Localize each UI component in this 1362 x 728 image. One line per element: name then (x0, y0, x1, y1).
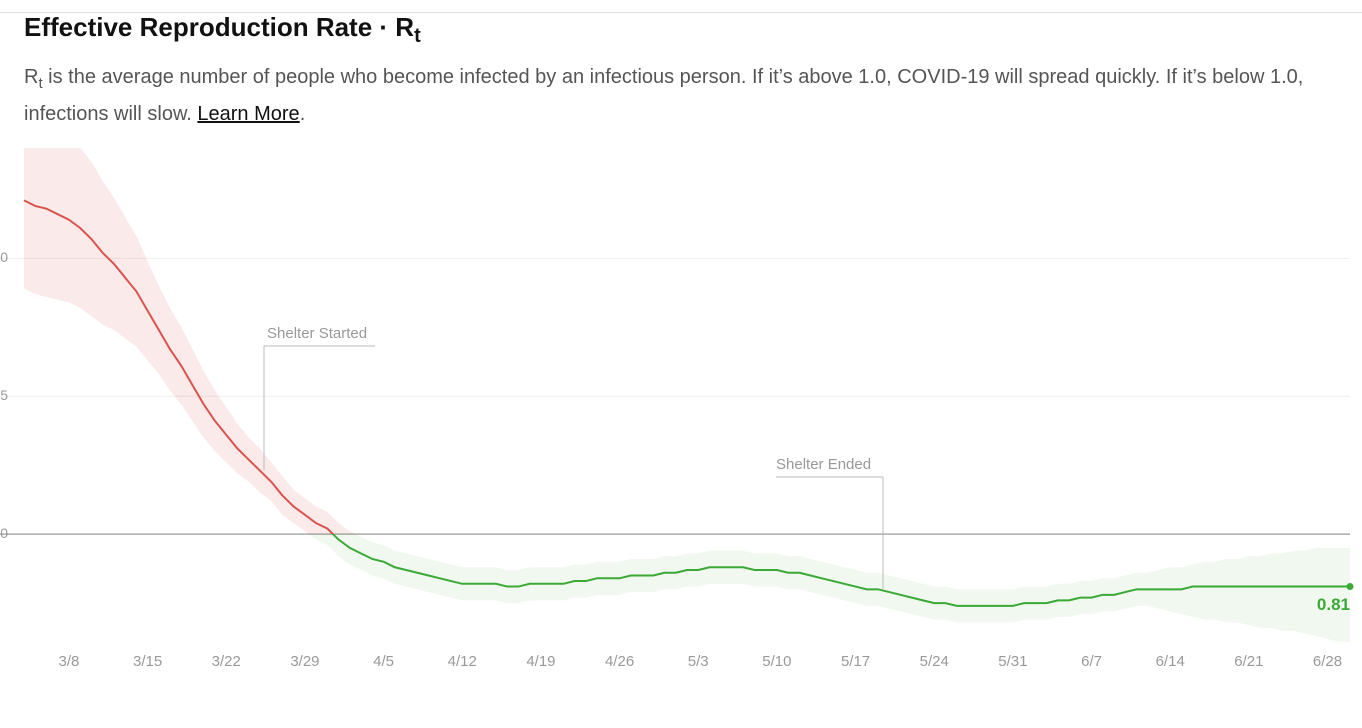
region (23, 199, 335, 535)
x-tick-label: 5/24 (920, 653, 949, 670)
y-tick-label: 2.0 (0, 249, 8, 265)
title: Effective Reproduction Rate · Rt (24, 12, 421, 46)
plot-area (23, 148, 1350, 642)
description-text: is the average number of people who beco… (24, 66, 1304, 125)
x-tick-label: 5/17 (841, 653, 870, 670)
region (331, 534, 1350, 607)
x-tick-label: 4/26 (605, 653, 634, 670)
y-tick-label: 1.5 (0, 387, 8, 403)
x-tick-label: 3/22 (212, 653, 241, 670)
title-text: Effective Reproduction Rate · R (24, 12, 415, 42)
x-tick-label: 6/28 (1313, 653, 1342, 670)
end-point (1346, 583, 1354, 591)
x-tick-label: 4/19 (526, 653, 555, 670)
top-border (0, 12, 1362, 13)
confidence-band (24, 148, 356, 535)
x-tick-label: 4/5 (373, 653, 394, 670)
symbol: R (24, 66, 39, 88)
x-tick-label: 5/10 (762, 653, 791, 670)
rt-line (23, 199, 335, 535)
x-tick-label: 3/15 (133, 653, 162, 670)
x-tick-label: 5/3 (688, 653, 709, 670)
x-tick-label: 6/21 (1234, 653, 1263, 670)
symbol-subscript: t (38, 75, 43, 92)
x-tick-label: 6/7 (1081, 653, 1102, 670)
confidence-band (308, 534, 1350, 642)
learn-more-link[interactable]: Learn More (197, 103, 300, 125)
x-tick-label: 5/31 (998, 653, 1027, 670)
rt-line (331, 534, 1350, 607)
x-tick-label: 6/14 (1156, 653, 1185, 670)
x-tick-label: 3/8 (59, 653, 80, 670)
description-end: . (299, 103, 306, 125)
x-tick-label: 4/12 (448, 653, 477, 670)
y-tick-label: 1.0 (0, 525, 8, 541)
description: Rt is the average number of people who b… (24, 59, 1344, 133)
end-value-label: 0.81 (1317, 595, 1350, 614)
title-subscript: t (414, 25, 421, 47)
x-tick-label: 3/29 (290, 653, 319, 670)
region (24, 148, 356, 535)
annotation-text: Shelter Started (267, 325, 367, 342)
annotation-text: Shelter Ended (776, 456, 871, 473)
region (308, 534, 1350, 642)
